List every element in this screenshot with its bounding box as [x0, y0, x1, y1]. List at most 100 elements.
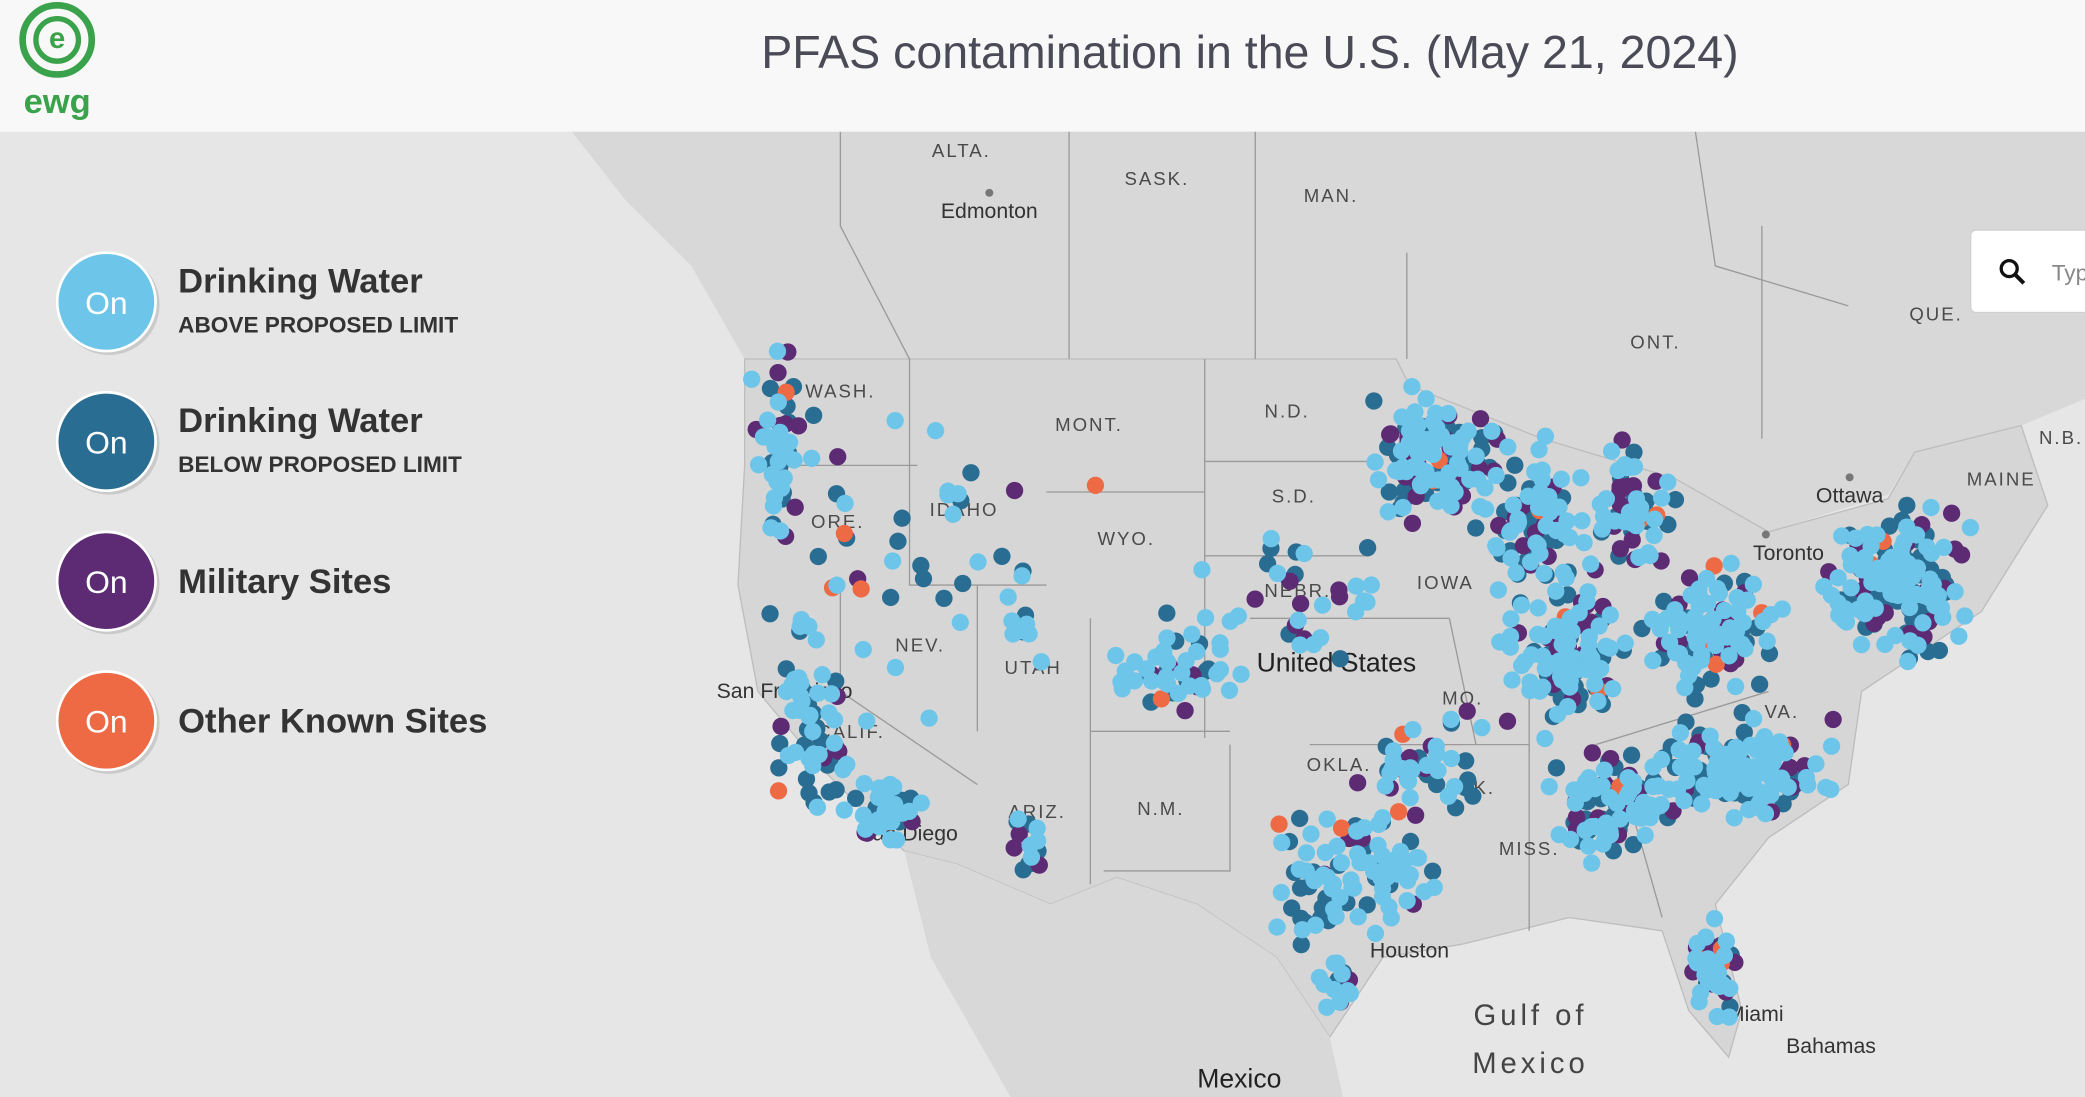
site-marker[interactable]	[1373, 846, 1391, 865]
site-marker[interactable]	[1487, 466, 1505, 485]
site-marker[interactable]	[827, 781, 845, 799]
site-marker[interactable]	[1762, 605, 1780, 624]
site-marker[interactable]	[820, 704, 838, 722]
site-marker[interactable]	[1815, 578, 1833, 596]
site-marker[interactable]	[1667, 644, 1685, 662]
site-marker[interactable]	[1566, 794, 1584, 812]
site-marker[interactable]	[1611, 810, 1629, 828]
site-marker[interactable]	[1427, 404, 1445, 422]
site-marker[interactable]	[1734, 613, 1752, 632]
site-marker[interactable]	[1644, 778, 1662, 796]
site-marker[interactable]	[1331, 990, 1350, 1009]
site-marker[interactable]	[1744, 710, 1763, 728]
site-marker[interactable]	[1413, 430, 1431, 448]
site-marker[interactable]	[1379, 438, 1397, 456]
site-marker[interactable]	[1624, 477, 1643, 495]
site-marker[interactable]	[1697, 569, 1716, 588]
site-marker[interactable]	[1005, 839, 1023, 857]
site-marker[interactable]	[1623, 531, 1641, 549]
legend-toggle[interactable]	[55, 670, 157, 772]
site-marker[interactable]	[993, 547, 1011, 565]
site-marker[interactable]	[1567, 808, 1586, 826]
site-marker[interactable]	[1387, 461, 1405, 480]
site-marker[interactable]	[1691, 983, 1710, 1002]
site-marker[interactable]	[1622, 746, 1641, 764]
site-marker[interactable]	[1899, 652, 1917, 671]
site-marker[interactable]	[1176, 701, 1194, 720]
site-marker[interactable]	[1268, 564, 1287, 583]
site-marker[interactable]	[1868, 526, 1886, 544]
site-marker[interactable]	[889, 802, 907, 821]
site-marker[interactable]	[1631, 499, 1650, 517]
site-marker[interactable]	[1956, 607, 1974, 625]
site-marker[interactable]	[1332, 819, 1351, 837]
site-marker[interactable]	[1268, 918, 1286, 936]
site-marker[interactable]	[1593, 520, 1611, 538]
site-marker[interactable]	[1221, 612, 1239, 630]
site-marker[interactable]	[1624, 835, 1642, 854]
site-marker[interactable]	[1270, 815, 1288, 833]
site-marker[interactable]	[1193, 680, 1212, 698]
search-field[interactable]	[1969, 229, 2085, 314]
site-marker[interactable]	[1232, 665, 1250, 683]
site-marker[interactable]	[1358, 593, 1376, 611]
site-marker[interactable]	[1501, 638, 1520, 656]
site-marker[interactable]	[1553, 635, 1571, 654]
site-marker[interactable]	[1273, 833, 1291, 852]
site-marker[interactable]	[1561, 657, 1579, 675]
site-marker[interactable]	[1404, 458, 1423, 476]
site-marker[interactable]	[1502, 610, 1520, 628]
site-marker[interactable]	[764, 497, 783, 515]
site-marker[interactable]	[1822, 737, 1841, 755]
site-marker[interactable]	[1907, 526, 1926, 544]
site-marker[interactable]	[1601, 826, 1620, 844]
site-marker[interactable]	[1403, 378, 1421, 396]
site-marker[interactable]	[1013, 567, 1031, 585]
site-marker[interactable]	[1211, 661, 1230, 679]
site-marker[interactable]	[1291, 636, 1309, 654]
site-marker[interactable]	[1852, 635, 1871, 654]
site-marker[interactable]	[1404, 720, 1422, 739]
site-marker[interactable]	[1473, 718, 1491, 737]
site-marker[interactable]	[1602, 442, 1621, 460]
site-marker[interactable]	[1323, 879, 1341, 898]
site-marker[interactable]	[1579, 837, 1598, 855]
site-marker[interactable]	[1401, 789, 1419, 807]
site-marker[interactable]	[1652, 489, 1671, 507]
site-marker[interactable]	[807, 631, 825, 649]
site-marker[interactable]	[935, 589, 953, 608]
site-marker[interactable]	[1196, 609, 1215, 627]
site-marker[interactable]	[1183, 625, 1201, 643]
site-marker[interactable]	[1645, 526, 1663, 545]
site-marker[interactable]	[856, 820, 875, 838]
site-marker[interactable]	[1381, 425, 1400, 443]
site-marker[interactable]	[1536, 427, 1555, 445]
site-marker[interactable]	[1246, 590, 1264, 608]
site-marker[interactable]	[789, 417, 808, 435]
site-marker[interactable]	[754, 428, 773, 446]
site-marker[interactable]	[1547, 622, 1565, 640]
site-marker[interactable]	[1686, 628, 1704, 647]
site-marker[interactable]	[852, 580, 870, 598]
site-marker[interactable]	[1487, 537, 1505, 555]
site-marker[interactable]	[914, 570, 933, 588]
site-marker[interactable]	[1476, 479, 1494, 497]
site-marker[interactable]	[803, 449, 821, 467]
site-marker[interactable]	[1362, 576, 1380, 594]
site-marker[interactable]	[1660, 780, 1678, 798]
site-marker[interactable]	[1866, 599, 1884, 617]
site-marker[interactable]	[775, 469, 793, 487]
site-marker[interactable]	[1502, 522, 1520, 540]
site-marker[interactable]	[1687, 949, 1705, 967]
site-marker[interactable]	[1569, 781, 1587, 799]
site-marker[interactable]	[1028, 819, 1046, 837]
site-marker[interactable]	[1112, 673, 1130, 691]
site-marker[interactable]	[855, 774, 873, 793]
site-marker[interactable]	[1720, 647, 1738, 665]
site-marker[interactable]	[1758, 632, 1776, 650]
site-marker[interactable]	[1292, 935, 1310, 954]
site-marker[interactable]	[1295, 544, 1313, 563]
site-marker[interactable]	[1686, 608, 1704, 626]
site-marker[interactable]	[1575, 534, 1593, 552]
site-marker[interactable]	[1392, 442, 1411, 460]
